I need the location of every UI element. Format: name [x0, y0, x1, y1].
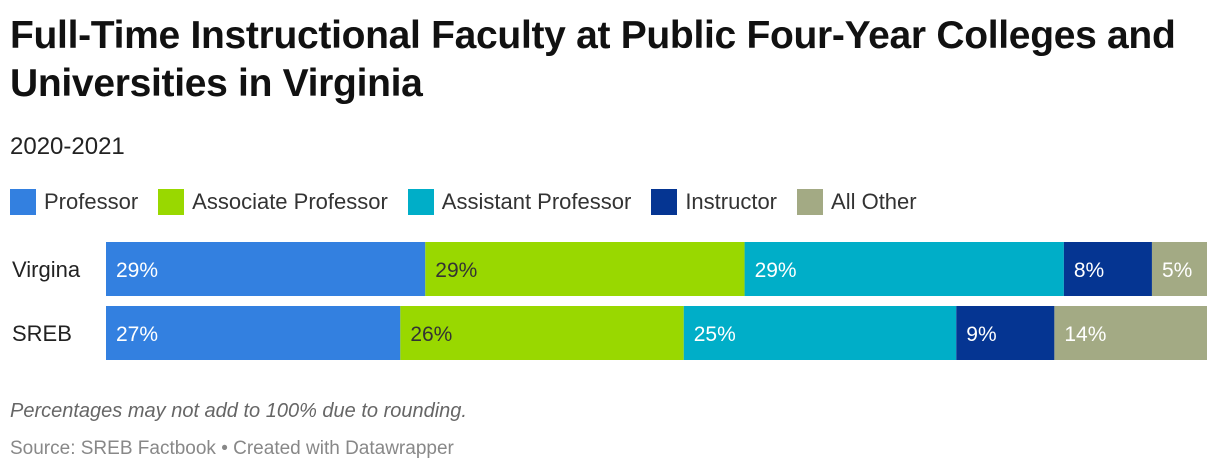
bar-sreb-associate-professor — [400, 306, 684, 360]
legend-item-professor: Professor — [10, 189, 138, 215]
bar-virgina-instructor — [1063, 242, 1152, 296]
legend-item-associate-professor: Associate Professor — [158, 189, 388, 215]
data-label-sreb-all-other: 14% — [1064, 323, 1106, 346]
legend-item-assistant-professor: Assistant Professor — [407, 189, 632, 215]
legend-swatch-all-other — [797, 189, 824, 215]
legend-swatch-instructor — [651, 189, 678, 215]
bar-virgina-associate-professor — [425, 242, 745, 296]
legend-label-associate-professor: Associate Professor — [192, 189, 388, 214]
bar-sreb-assistant-professor — [683, 306, 957, 360]
bar-virgina-all-other — [1151, 242, 1207, 296]
legend-label-instructor: Instructor — [685, 189, 778, 214]
chart-legend: Professor Associate Professor Assistant … — [10, 186, 937, 218]
bar-sreb-professor — [106, 306, 401, 360]
chart-note: Percentages may not add to 100% due to r… — [10, 400, 467, 422]
data-label-sreb-assistant-professor: 25% — [694, 323, 736, 346]
bar-virgina-professor — [106, 242, 426, 296]
stacked-bar-chart: Virgina 29% 29% 29% 8% 5% SREB 27% 26% 25% 9% 14% — [12, 242, 1207, 360]
data-label-virgina-associate-professor: 29% — [435, 259, 477, 282]
bar-virgina-assistant-professor — [744, 242, 1064, 296]
legend-swatch-professor — [10, 189, 36, 215]
legend-label-professor: Professor — [44, 189, 139, 214]
legend-swatch-associate-professor — [158, 189, 185, 215]
data-label-sreb-professor: 27% — [116, 323, 158, 346]
data-label-virgina-instructor: 8% — [1074, 259, 1104, 282]
chart-source: Source: SREB Factbook • Created with Dat… — [10, 438, 454, 459]
data-label-virgina-all-other: 5% — [1162, 259, 1192, 282]
legend-item-instructor: Instructor — [651, 189, 777, 215]
bar-sreb-all-other — [1054, 306, 1207, 360]
category-label-virgina: Virgina — [12, 257, 81, 282]
legend-label-all-other: All Other — [831, 189, 917, 214]
category-label-sreb: SREB — [12, 321, 72, 346]
chart-title: Full-Time Instructional Faculty at Publi… — [10, 14, 1176, 105]
legend-item-all-other: All Other — [797, 189, 917, 215]
data-label-virgina-professor: 29% — [116, 259, 158, 282]
bar-sreb-instructor — [956, 306, 1055, 360]
legend-swatch-assistant-professor — [407, 189, 434, 215]
data-label-virgina-assistant-professor: 29% — [755, 259, 797, 282]
data-label-sreb-instructor: 9% — [966, 323, 996, 346]
legend-label-assistant-professor: Assistant Professor — [441, 189, 632, 214]
chart-subtitle: 2020-2021 — [10, 133, 125, 160]
data-label-sreb-associate-professor: 26% — [410, 323, 452, 346]
